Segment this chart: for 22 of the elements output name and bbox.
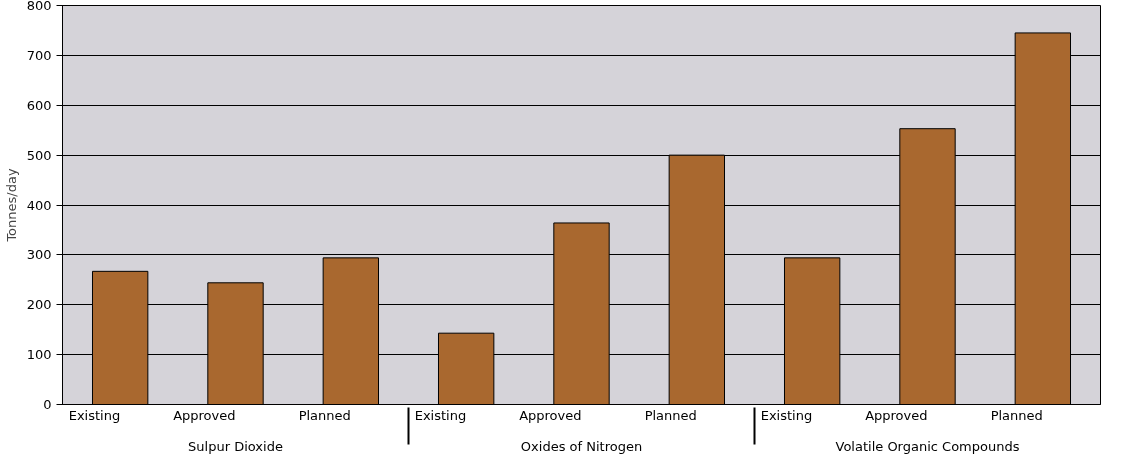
y-tick-label: 700 [26,47,52,63]
y-tick-label: 400 [26,197,52,213]
x-tick-label: Approved [173,408,236,423]
y-tick-label: 500 [26,147,52,163]
x-tick-label: Existing [760,408,813,423]
x-tick-label: Approved [519,408,582,423]
y-tick-label: 0 [43,397,52,412]
x-tick-label: Approved [865,408,928,423]
x-tick-label: Planned [644,408,697,423]
x-tick-label: Existing [68,408,121,423]
y-tick-label: 800 [26,0,52,13]
x-tick-label: Planned [298,408,351,423]
y-tick-label: 100 [26,347,52,363]
y-axis-title: Tonnes/day [3,168,19,243]
x-tick-label: Existing [414,408,467,423]
text: Oxides of Nitrogen [520,438,643,454]
text: Volatile Organic Compounds [835,438,1020,454]
y-tick-label: 300 [26,247,52,263]
y-tick-label: 200 [26,297,52,313]
y-tick-label: 600 [26,97,52,113]
x-tick-label: Planned [990,408,1043,423]
text: Sulpur Dioxide [188,438,283,454]
